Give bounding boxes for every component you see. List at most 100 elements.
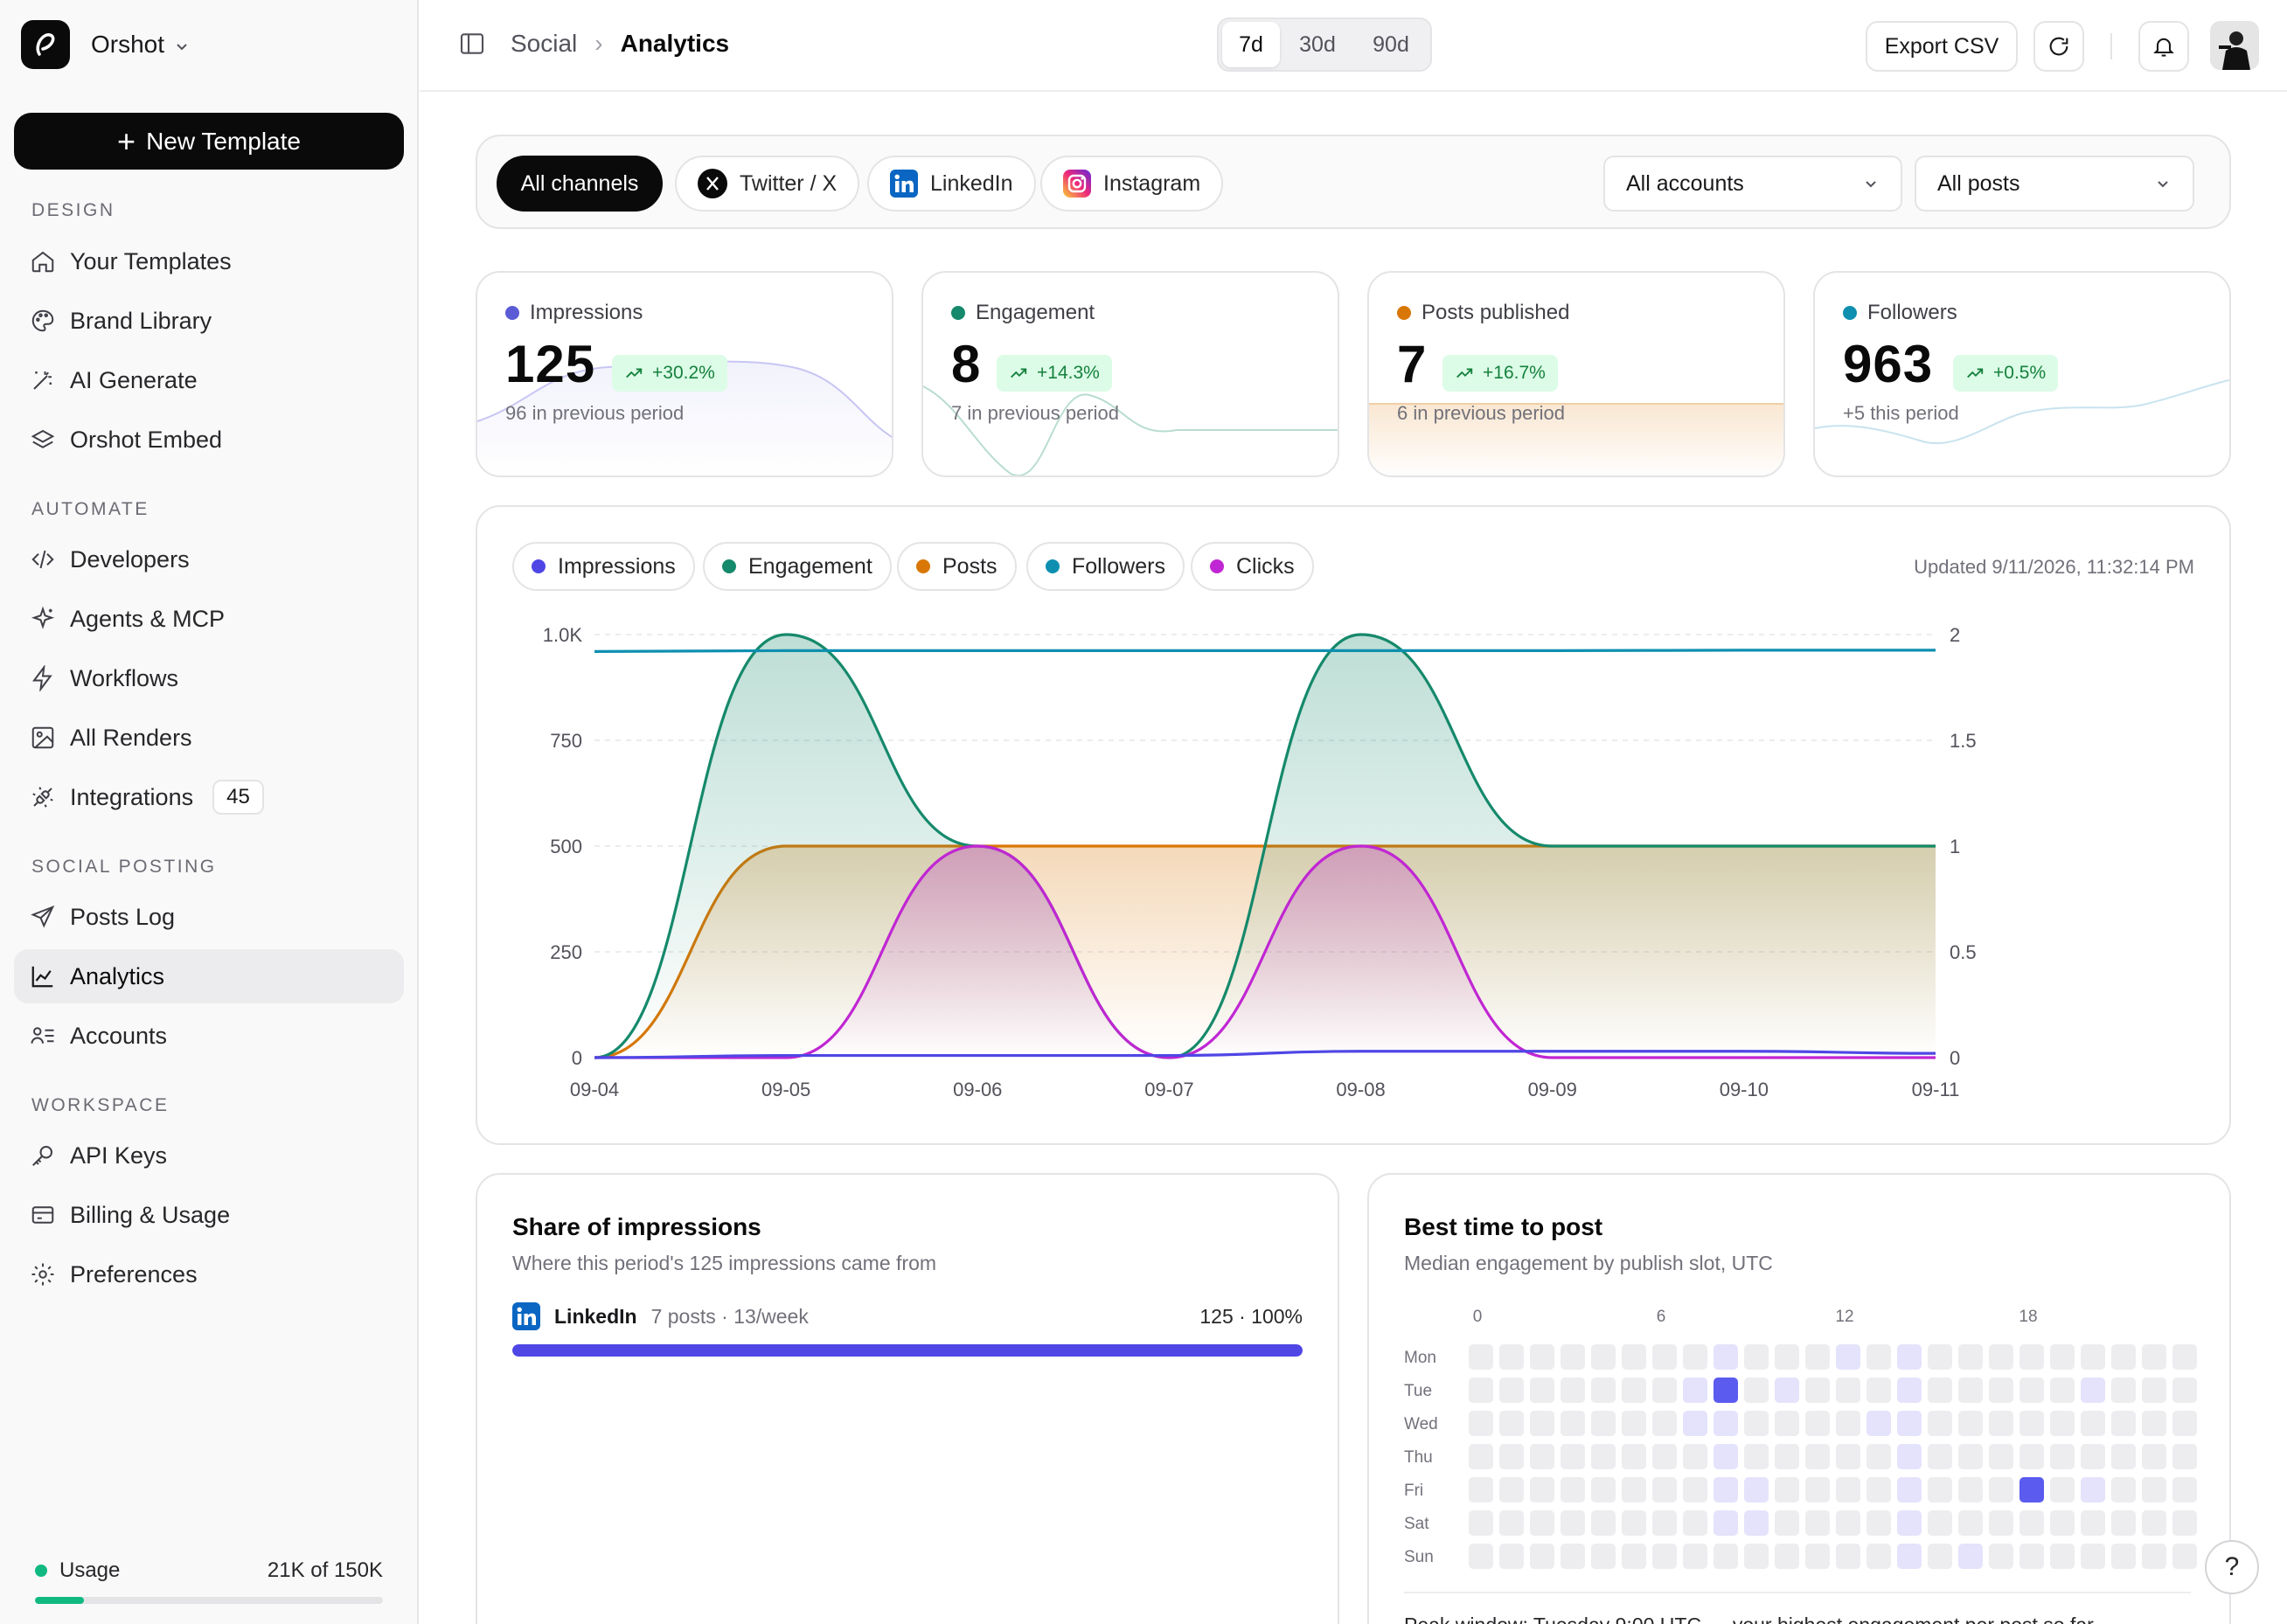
line-engagement <box>594 633 1936 1059</box>
channel-chip-all[interactable]: All channels <box>497 156 663 212</box>
heatmap-cell <box>2019 1378 2044 1403</box>
share-subtitle: Where this period's 125 impressions came… <box>512 1252 937 1274</box>
heatmap-cell <box>1622 1444 1646 1469</box>
heatmap-cell <box>2142 1477 2166 1503</box>
legend-posts[interactable]: Posts <box>897 542 1017 591</box>
heatmap-cell <box>1928 1444 1952 1469</box>
sidebar-item-analytics[interactable]: Analytics <box>14 949 404 1003</box>
accounts-select-value: All accounts <box>1626 170 1744 196</box>
y-left-tick: 500 <box>550 836 582 857</box>
sidebar-item-accounts[interactable]: Accounts <box>14 1009 404 1063</box>
heatmap-cell <box>1805 1510 1830 1536</box>
heatmap-cell <box>1530 1378 1554 1403</box>
sidebar-item-preferences[interactable]: Preferences <box>14 1247 404 1301</box>
sidebar-item-api-keys[interactable]: API Keys <box>14 1128 404 1183</box>
code-icon <box>31 550 54 569</box>
channel-chip-linkedin[interactable]: LinkedIn <box>867 156 1036 212</box>
notifications-button[interactable] <box>2138 21 2189 72</box>
heatmap-cell <box>2019 1510 2044 1536</box>
engagement-sparkline <box>923 385 1338 475</box>
section-design: DESIGN <box>31 200 115 220</box>
heatmap-cell <box>1928 1344 1952 1370</box>
posts-color-dot <box>1397 306 1411 320</box>
heatmap-cell <box>1958 1378 1983 1403</box>
heatmap-cell <box>2050 1444 2075 1469</box>
sidebar-item-orshot-embed[interactable]: Orshot Embed <box>14 413 404 467</box>
range-90d[interactable]: 90d <box>1373 31 1409 57</box>
heatmap-cell <box>1958 1344 1983 1370</box>
heatmap-cell <box>1622 1510 1646 1536</box>
heatmap-cell <box>1928 1378 1952 1403</box>
heatmap-cell <box>1928 1544 1952 1569</box>
sidebar-item-billing-usage[interactable]: Billing & Usage <box>14 1188 404 1242</box>
y-left-tick: 0 <box>572 1047 582 1069</box>
heatmap-cell <box>1714 1444 1738 1469</box>
range-30d[interactable]: 30d <box>1299 31 1336 57</box>
heatmap-cell <box>1469 1544 1493 1569</box>
engagement-heatmap: 0 6 12 18 Mon Tue Wed Thu Fri Sat Sun <box>1404 1308 2197 1593</box>
heatmap-cell <box>1683 1544 1707 1569</box>
kpi-card-posts-published: Posts published 7 +16.7% 6 in previous p… <box>1367 271 1785 477</box>
channel-chip-instagram[interactable]: Instagram <box>1040 156 1224 212</box>
posts-select[interactable]: All posts <box>1915 156 2194 212</box>
heatmap-cell <box>1775 1544 1799 1569</box>
kpi-delta-badge: +30.2% <box>612 355 727 392</box>
share-channel-meta: 7 posts · 13/week <box>650 1304 809 1328</box>
new-template-label: New Template <box>146 127 301 155</box>
heatmap-cell <box>1683 1378 1707 1403</box>
heatmap-cell <box>2172 1411 2197 1436</box>
heatmap-cell <box>1897 1510 1922 1536</box>
sidebar-item-ai-generate[interactable]: AI Generate <box>14 353 404 407</box>
heatmap-cell <box>1561 1544 1585 1569</box>
sidebar-item-developers[interactable]: Developers <box>14 532 404 586</box>
breadcrumb-social[interactable]: Social <box>511 30 578 57</box>
new-template-button[interactable]: + New Template <box>14 113 404 170</box>
heatmap-cell <box>2111 1378 2136 1403</box>
heatmap-cell <box>1683 1510 1707 1536</box>
help-button[interactable]: ? <box>2205 1540 2259 1594</box>
channel-chip-label: Instagram <box>1103 170 1201 196</box>
chevron-down-icon <box>1866 181 1876 188</box>
heatmap-cell <box>1989 1510 2013 1536</box>
orshot-logo-icon <box>21 20 70 69</box>
kpi-value: 7 <box>1397 335 1428 393</box>
accounts-select[interactable]: All accounts <box>1603 156 1902 212</box>
refresh-button[interactable] <box>2033 21 2084 72</box>
range-7d[interactable]: 7d <box>1222 22 1280 67</box>
export-csv-button[interactable]: Export CSV <box>1866 21 2018 72</box>
heatmap-cell <box>2172 1544 2197 1569</box>
legend-engagement[interactable]: Engagement <box>703 542 892 591</box>
workspace-switcher[interactable]: Orshot <box>21 20 191 69</box>
heatmap-cell <box>1591 1378 1616 1403</box>
sidebar-item-brand-library[interactable]: Brand Library <box>14 294 404 348</box>
sidebar-item-agents-mcp[interactable]: Agents & MCP <box>14 592 404 646</box>
heatmap-cell <box>1469 1444 1493 1469</box>
legend-followers[interactable]: Followers <box>1026 542 1185 591</box>
sidebar-item-label: All Renders <box>70 724 192 751</box>
heatmap-cell <box>2172 1477 2197 1503</box>
legend-impressions[interactable]: Impressions <box>512 542 695 591</box>
sidebar-item-posts-log[interactable]: Posts Log <box>14 890 404 944</box>
heatmap-cell <box>1744 1444 1769 1469</box>
sidebar-item-workflows[interactable]: Workflows <box>14 651 404 705</box>
heatmap-cell <box>2019 1444 2044 1469</box>
channel-chip-twitter[interactable]: Twitter / X <box>675 156 860 212</box>
sidebar-item-your-templates[interactable]: Your Templates <box>14 234 404 288</box>
heatmap-cell <box>1561 1378 1585 1403</box>
sidebar-item-all-renders[interactable]: All Renders <box>14 711 404 765</box>
heatmap-cell <box>1652 1444 1677 1469</box>
home-icon <box>31 251 54 273</box>
heatmap-cell <box>2019 1544 2044 1569</box>
user-avatar[interactable] <box>2210 21 2259 70</box>
heatmap-cell <box>2081 1477 2105 1503</box>
heatmap-cell <box>1591 1344 1616 1370</box>
sidebar-item-integrations[interactable]: Integrations 45 <box>14 770 404 824</box>
sidebar-toggle-icon[interactable] <box>458 30 486 58</box>
trend-up-icon <box>1011 368 1027 378</box>
legend-clicks[interactable]: Clicks <box>1191 542 1314 591</box>
heatmap-cell <box>1897 1477 1922 1503</box>
kpi-delta-badge: +0.5% <box>1953 355 2059 392</box>
best-time-title: Best time to post <box>1404 1213 1603 1240</box>
user-list-icon <box>31 1027 54 1044</box>
usage-value: 21K of 150K <box>267 1558 383 1582</box>
